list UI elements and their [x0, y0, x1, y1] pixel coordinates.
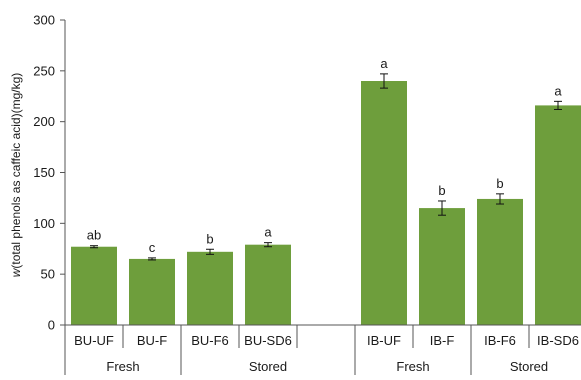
x-category-label: IB-UF	[367, 333, 401, 348]
x-group-label: Fresh	[396, 359, 429, 374]
bar-bu-sd6	[245, 244, 291, 325]
significance-label: c	[149, 240, 156, 255]
x-category-label: BU-SD6	[244, 333, 292, 348]
bar-ib-uf	[361, 81, 407, 325]
significance-label: a	[264, 225, 272, 240]
y-axis: 0 50 100 150 200 250 300	[33, 13, 66, 333]
bar-ib-f	[419, 208, 465, 325]
significance-label: a	[554, 83, 562, 98]
y-axis-title: w(total phenols as caffeic acid)(mg/kg)	[9, 73, 23, 278]
y-tick-label: 300	[33, 13, 55, 28]
x-group-label: Stored	[510, 359, 548, 374]
y-axis-title-italic: w	[9, 267, 23, 277]
x-category-label: IB-SD6	[537, 333, 579, 348]
bar-bu-uf	[71, 246, 117, 325]
y-tick-label: 150	[33, 165, 55, 180]
x-category-label: BU-F	[137, 333, 167, 348]
y-axis-title-rest: (total phenols as caffeic acid)(mg/kg)	[9, 73, 23, 269]
significance-label: b	[496, 176, 503, 191]
significance-label: b	[206, 231, 213, 246]
bar-bu-f	[129, 258, 175, 325]
x-group-label: Fresh	[106, 359, 139, 374]
x-category-label: IB-F	[430, 333, 455, 348]
y-tick-label: 250	[33, 63, 55, 78]
bar-bu-f6	[187, 251, 233, 325]
x-category-label: BU-F6	[191, 333, 229, 348]
significance-label: ab	[87, 228, 101, 243]
y-tick-label: 100	[33, 216, 55, 231]
x-group-label: Stored	[249, 359, 287, 374]
y-tick-label: 0	[48, 318, 55, 333]
bar-ib-sd6	[535, 105, 581, 326]
significance-label: a	[380, 56, 388, 71]
y-tick-label: 50	[41, 267, 55, 282]
significance-label: b	[438, 183, 445, 198]
x-axis: BU-UF BU-F BU-F6 BU-SD6 IB-UF IB-F IB-F6 IB-SD6…	[64, 324, 581, 375]
x-category-label: IB-F6	[484, 333, 516, 348]
bar-ib-f6	[477, 198, 523, 325]
x-category-label: BU-UF	[74, 333, 114, 348]
y-tick-label: 200	[33, 114, 55, 129]
